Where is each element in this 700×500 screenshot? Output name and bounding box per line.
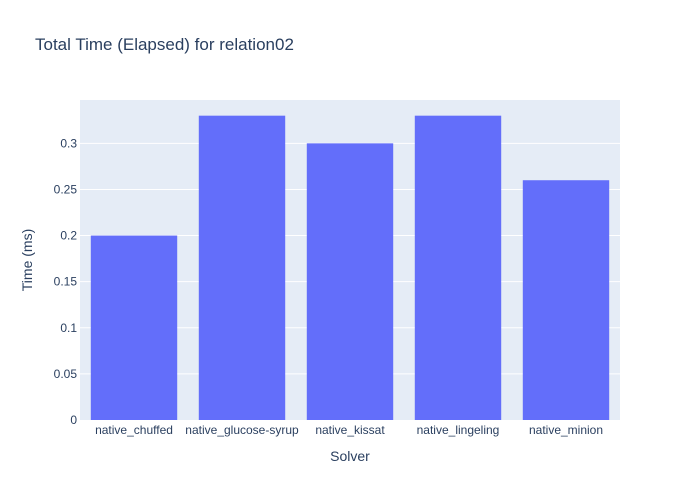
x-tick-label: native_lingeling <box>417 423 500 437</box>
y-axis-title: Time (ms) <box>19 229 35 291</box>
x-axis-ticks: native_chuffed native_glucose-syrup native… <box>95 423 603 437</box>
bar-native_glucose-syrup[interactable] <box>198 115 286 420</box>
x-tick-label: native_minion <box>529 423 603 437</box>
bar-native_kissat[interactable] <box>306 143 394 420</box>
y-tick-label: 0.3 <box>60 136 77 150</box>
x-tick-label: native_glucose-syrup <box>185 423 299 437</box>
bar-native_chuffed[interactable] <box>90 235 178 420</box>
y-tick-label: 0.05 <box>54 367 78 381</box>
y-tick-label: 0.15 <box>54 275 78 289</box>
x-tick-label: native_chuffed <box>95 423 173 437</box>
y-tick-label: 0 <box>70 413 77 427</box>
bar-native_lingeling[interactable] <box>414 115 502 420</box>
y-axis-ticks: 0 0.05 0.1 0.15 0.2 0.25 0.3 <box>54 136 78 427</box>
y-tick-label: 0.1 <box>60 321 77 335</box>
x-tick-label: native_kissat <box>315 423 385 437</box>
bars <box>90 115 610 420</box>
x-axis-title: Solver <box>330 448 370 464</box>
bar-native_minion[interactable] <box>522 180 610 420</box>
chart-title: Total Time (Elapsed) for relation02 <box>35 35 294 54</box>
y-tick-label: 0.2 <box>60 229 77 243</box>
y-tick-label: 0.25 <box>54 182 78 196</box>
